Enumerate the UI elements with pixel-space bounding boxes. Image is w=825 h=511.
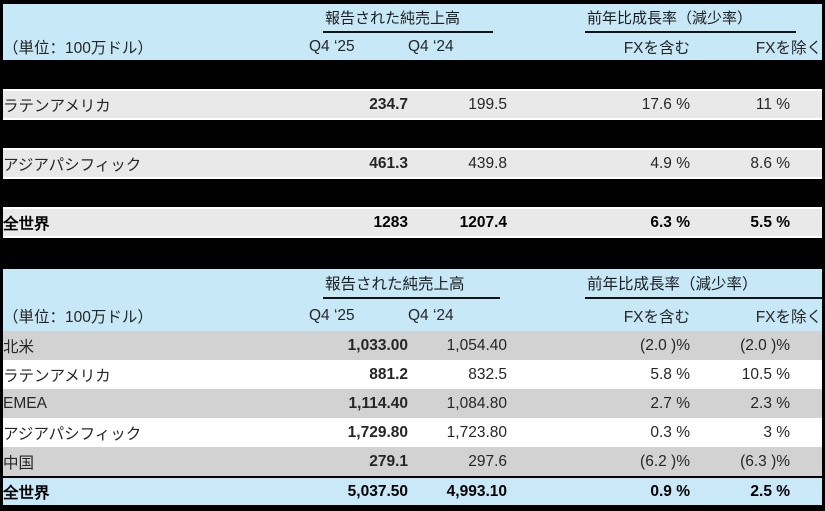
col-header-q4-25: Q4 ‘25 [309,300,408,331]
q4-25-cell: 5,037.50 [309,476,408,505]
sales-group-label: 報告された純売上高 [323,270,501,299]
column-header-row: （単位：100万ドル） Q4 ‘25 Q4 ‘24 FXを含む FXを除く [3,33,823,60]
growth-group-label: 前年比成長率（減少率） [585,5,797,33]
table-q4-regional-sales: 報告された純売上高 前年比成長率（減少率） （単位：100万ドル） Q4 ‘25… [3,4,823,238]
fx-excl-cell: 10.5 % [690,360,823,389]
q4-25-cell: 234.7 [309,89,408,120]
fx-incl-cell: 0.3 % [507,418,691,447]
col-header-fx-excl: FXを除く [690,300,823,331]
fx-excl-cell: (6.3 )% [690,447,823,476]
fx-incl-cell: 5.8 % [507,360,691,389]
fx-incl-cell: 6.3 % [507,207,691,238]
q4-24-cell: 1,054.40 [408,331,508,360]
region-cell: ラテンアメリカ [3,89,309,120]
q4-24-cell: 4,993.10 [408,476,508,505]
q4-24-cell: 199.5 [408,89,508,120]
q4-25-cell: 461.3 [309,148,408,179]
fx-incl-cell: 0.9 % [507,476,691,505]
growth-group-header-cell: 前年比成長率（減少率） [507,269,823,300]
fx-incl-cell: 4.9 % [507,148,691,179]
fx-excl-cell: 5.5 % [690,207,823,238]
q4-24-cell: 297.6 [408,447,508,476]
table-row-asia-pacific: アジアパシフィック 1,729.80 1,723.80 0.3 % 3 % [3,418,823,447]
spacer-row [3,120,823,148]
blank-cell [3,4,309,33]
q4-25-cell: 1283 [309,207,408,238]
region-cell: 中国 [3,447,309,476]
region-cell: アジアパシフィック [3,148,309,179]
col-header-q4-24: Q4 ‘24 [408,33,508,60]
sales-group-header-cell: 報告された純売上高 [309,269,508,300]
unit-label: （単位：100万ドル） [3,300,309,331]
q4-25-cell: 1,729.80 [309,418,408,447]
growth-group-header-cell: 前年比成長率（減少率） [507,4,823,33]
q4-25-cell: 279.1 [309,447,408,476]
fx-incl-cell: (6.2 )% [507,447,691,476]
column-header-row: （単位：100万ドル） Q4 ‘25 Q4 ‘24 FXを含む FXを除く [3,300,823,331]
table-row-worldwide-total: 全世界 5,037.50 4,993.10 0.9 % 2.5 % [3,476,823,505]
table-row-north-america: 北米 1,033.00 1,054.40 (2.0 )% (2.0 )% [3,331,823,360]
region-cell: 全世界 [3,207,309,238]
spacer-row [3,179,823,207]
table-row-china: 中国 279.1 297.6 (6.2 )% (6.3 )% [3,447,823,476]
fx-excl-cell: (2.0 )% [690,331,823,360]
region-cell: ラテンアメリカ [3,360,309,389]
fx-incl-cell: 2.7 % [507,389,691,418]
table-regional-sales-detail: 報告された純売上高 前年比成長率（減少率） （単位：100万ドル） Q4 ‘25… [3,269,823,505]
q4-25-cell: 881.2 [309,360,408,389]
region-cell: 北米 [3,331,309,360]
region-cell: 全世界 [3,476,309,505]
group-header-row: 報告された純売上高 前年比成長率（減少率） [3,269,823,300]
fx-excl-cell: 11 % [690,89,823,120]
q4-25-cell: 1,114.40 [309,389,408,418]
col-header-q4-24: Q4 ‘24 [408,300,508,331]
growth-group-label: 前年比成長率（減少率） [585,270,823,299]
col-header-fx-excl: FXを除く [690,33,823,60]
spacer-row [3,60,823,89]
region-cell: EMEA [3,389,309,418]
fx-excl-cell: 3 % [690,418,823,447]
fx-excl-cell: 2.5 % [690,476,823,505]
table-row-emea: EMEA 1,114.40 1,084.80 2.7 % 2.3 % [3,389,823,418]
table-row-asia-pacific: アジアパシフィック 461.3 439.8 4.9 % 8.6 % [3,148,823,179]
fx-incl-cell: (2.0 )% [507,331,691,360]
q4-24-cell: 1,723.80 [408,418,508,447]
fx-excl-cell: 8.6 % [690,148,823,179]
q4-24-cell: 1,084.80 [408,389,508,418]
unit-label: （単位：100万ドル） [3,33,309,60]
blank-cell [3,269,309,300]
group-header-row: 報告された純売上高 前年比成長率（減少率） [3,4,823,33]
col-header-q4-25: Q4 ‘25 [309,33,408,60]
q4-24-cell: 1207.4 [408,207,508,238]
region-cell: アジアパシフィック [3,418,309,447]
q4-24-cell: 832.5 [408,360,508,389]
sales-group-header-cell: 報告された純売上高 [309,4,508,33]
q4-25-cell: 1,033.00 [309,331,408,360]
col-header-fx-incl: FXを含む [507,33,691,60]
table-row-latin-america: ラテンアメリカ 881.2 832.5 5.8 % 10.5 % [3,360,823,389]
q4-24-cell: 439.8 [408,148,508,179]
col-header-fx-incl: FXを含む [507,300,691,331]
fx-excl-cell: 2.3 % [690,389,823,418]
table-row-worldwide-total: 全世界 1283 1207.4 6.3 % 5.5 % [3,207,823,238]
table-row-latin-america: ラテンアメリカ 234.7 199.5 17.6 % 11 % [3,89,823,120]
sales-group-label: 報告された純売上高 [323,5,494,33]
fx-incl-cell: 17.6 % [507,89,691,120]
